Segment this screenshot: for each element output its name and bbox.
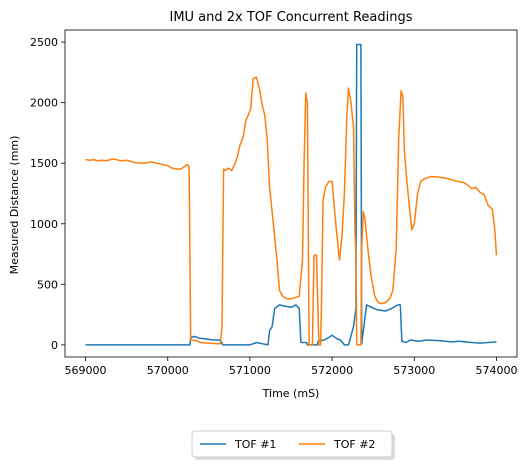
legend-box bbox=[191, 430, 393, 458]
x-axis: 569000 570000 571000 572000 573000 574000 bbox=[65, 357, 517, 377]
x-tick-label: 573000 bbox=[393, 364, 435, 377]
x-tick-label: 570000 bbox=[147, 364, 189, 377]
x-tick-label: 571000 bbox=[229, 364, 271, 377]
series-line-1 bbox=[85, 43, 497, 346]
plot-area bbox=[64, 29, 518, 358]
y-tick-label: 2000 bbox=[30, 97, 58, 110]
plot-frame bbox=[64, 29, 518, 358]
y-tick-label: 1000 bbox=[30, 218, 58, 231]
y-tick-label: 0 bbox=[51, 339, 58, 352]
x-tick-label: 574000 bbox=[475, 364, 517, 377]
chart-title: IMU and 2x TOF Concurrent Readings bbox=[169, 10, 412, 25]
legend-label-2: TOF #2 bbox=[333, 438, 375, 451]
legend-label-1: TOF #1 bbox=[234, 438, 276, 451]
y-axis: 0 500 1000 1500 2000 2500 bbox=[30, 36, 65, 352]
series-line-2 bbox=[85, 76, 498, 346]
y-axis-label: Measured Distance (mm) bbox=[8, 136, 21, 275]
x-tick-label: 572000 bbox=[311, 364, 353, 377]
y-tick-label: 2500 bbox=[30, 36, 58, 49]
legend: TOF #1 TOF #2 bbox=[191, 430, 395, 460]
y-tick-label: 1500 bbox=[30, 157, 58, 170]
y-tick-label: 500 bbox=[37, 278, 58, 291]
x-axis-label: Time (mS) bbox=[262, 387, 320, 400]
x-tick-label: 569000 bbox=[65, 364, 107, 377]
